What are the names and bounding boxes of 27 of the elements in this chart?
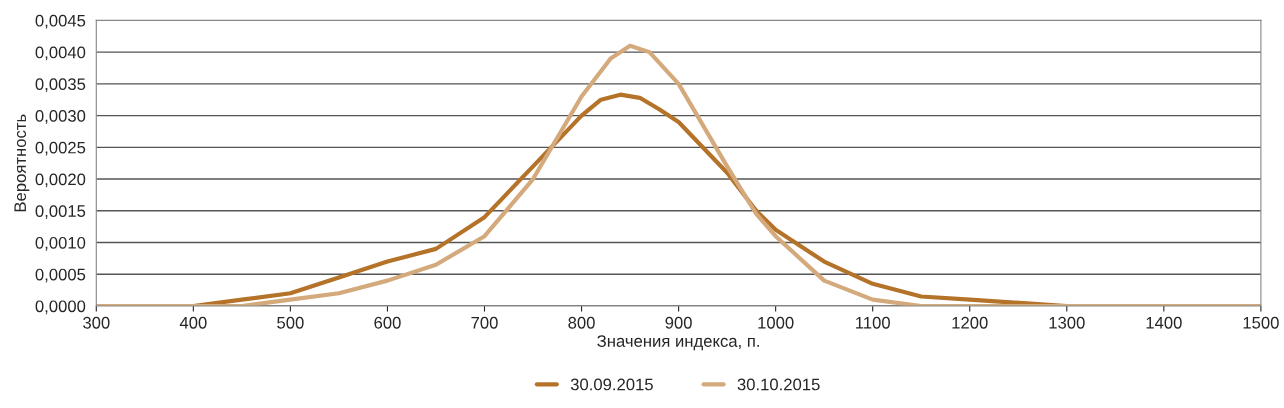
x-tick-label: 1500 [1243, 316, 1279, 329]
x-tick-label: 1200 [952, 316, 988, 329]
x-tick-label: 400 [179, 316, 207, 329]
y-tick-label: 0,0025 [35, 141, 86, 156]
y-tick-label: 0,0040 [35, 46, 86, 61]
y-axis-title: Вероятность [14, 114, 30, 212]
x-tick-label: 500 [277, 316, 304, 329]
x-tick-label: 1000 [758, 316, 794, 329]
x-axis-title: Значения индекса, п. [597, 335, 759, 351]
y-tick-label: 0,0020 [35, 173, 86, 188]
x-tick-label: 700 [471, 316, 498, 329]
y-tick-label: 0,0030 [35, 110, 86, 124]
y-tick-label: 0,0010 [35, 236, 86, 251]
x-tick-label: 1100 [856, 316, 890, 329]
x-tick-label: 600 [374, 316, 401, 329]
x-tick-label: 1300 [1049, 316, 1085, 329]
legend-label: 30.10.2015 [737, 378, 820, 391]
x-tick-label: 300 [83, 316, 110, 329]
x-tick-label: 1400 [1146, 316, 1182, 329]
legend-label: 30.09.2015 [570, 378, 653, 391]
y-tick-label: 0,0015 [35, 205, 86, 219]
x-tick-label: 900 [665, 316, 692, 329]
x-tick-label: 800 [568, 316, 595, 329]
y-tick-label: 0,0005 [35, 268, 86, 283]
y-tick-label: 0,0035 [35, 78, 86, 93]
y-tick-label: 0,0045 [35, 14, 86, 29]
y-tick-label: 0,0000 [35, 300, 86, 315]
